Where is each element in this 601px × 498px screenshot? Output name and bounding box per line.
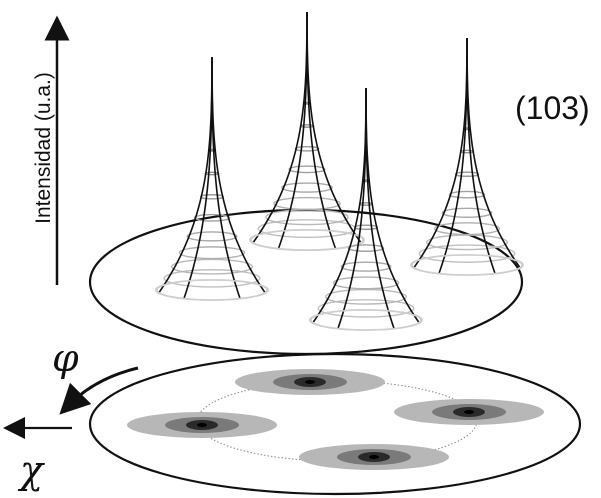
peak-left-ring <box>178 246 246 260</box>
peaks-group <box>155 11 524 331</box>
peak-center-back-ring <box>265 209 349 226</box>
peak-left <box>155 56 269 301</box>
peak-left-base <box>156 279 268 301</box>
peak-right-meridian <box>412 37 468 269</box>
peak-left-ring <box>204 171 220 176</box>
peak-right-base <box>411 254 523 276</box>
phi-label: φ <box>52 336 79 380</box>
peak-center-front <box>309 87 423 331</box>
peak-center-front-ring <box>340 261 392 272</box>
peak-left-ring <box>163 269 261 288</box>
peak-left-ring <box>170 258 254 275</box>
peak-right-ring <box>433 222 501 236</box>
spot-right-core <box>464 410 474 414</box>
peak-center-front-meridian <box>365 87 421 324</box>
peak-center-back-meridian <box>252 11 308 244</box>
peak-center-back-ring <box>294 146 320 152</box>
peak-right <box>410 37 524 276</box>
peak-center-front-base <box>310 309 422 331</box>
peak-right-ring <box>441 207 493 218</box>
peak-center-back <box>249 11 365 251</box>
spot-right <box>394 399 544 425</box>
intensity-axis-label: Intensidad (u.a.) <box>32 72 55 224</box>
peak-center-back-base <box>250 229 364 251</box>
peak-left-ring <box>193 213 231 222</box>
peak-left-meridian <box>211 56 241 300</box>
spot-top <box>235 369 385 395</box>
peak-center-front-ring <box>353 224 379 230</box>
peak-center-back-ring <box>288 165 326 174</box>
peak-center-front-ring <box>332 276 400 290</box>
peak-right-ring <box>448 190 486 199</box>
spot-top-core <box>305 380 315 384</box>
peak-center-back-ring <box>281 182 333 193</box>
peak-center-front-ring <box>324 288 408 305</box>
peak-right-ring <box>425 234 509 251</box>
spot-left-core <box>197 423 207 427</box>
peak-center-front-ring <box>317 299 415 318</box>
upper-plane-ellipse <box>88 208 524 356</box>
peak-center-front-ring <box>358 202 374 206</box>
peak-left-ring <box>186 231 238 242</box>
peak-center-front-ring <box>347 244 385 252</box>
peak-center-back-ring <box>299 124 315 128</box>
peak-left-meridian <box>211 56 267 294</box>
peak-right-ring <box>459 149 475 154</box>
peak-center-back-meridian <box>306 11 362 244</box>
peak-right-meridian <box>466 37 522 269</box>
peak-left-meridian <box>183 56 213 300</box>
peak-center-back-ring <box>273 196 341 211</box>
reflection-label: (103) <box>515 90 590 126</box>
spot-bottom-core <box>369 455 379 459</box>
spot-bottom <box>299 444 449 470</box>
peak-right-meridian <box>466 37 496 275</box>
peak-right-ring <box>418 244 516 263</box>
phi-rotation-arrow <box>59 366 139 415</box>
peak-right-meridian <box>438 37 468 275</box>
peak-center-front-meridian <box>365 87 395 330</box>
peak-left-ring <box>199 194 225 200</box>
peak-center-back-meridian <box>277 11 308 250</box>
peak-center-front-meridian <box>337 87 367 330</box>
lower-plane-ellipse <box>88 352 582 496</box>
spot-left <box>127 412 277 438</box>
peak-center-back-meridian <box>306 11 337 250</box>
peak-center-back-ring <box>257 219 357 239</box>
spots-group <box>127 369 544 470</box>
chi-label: χ <box>20 448 44 492</box>
peak-right-ring <box>454 171 480 177</box>
